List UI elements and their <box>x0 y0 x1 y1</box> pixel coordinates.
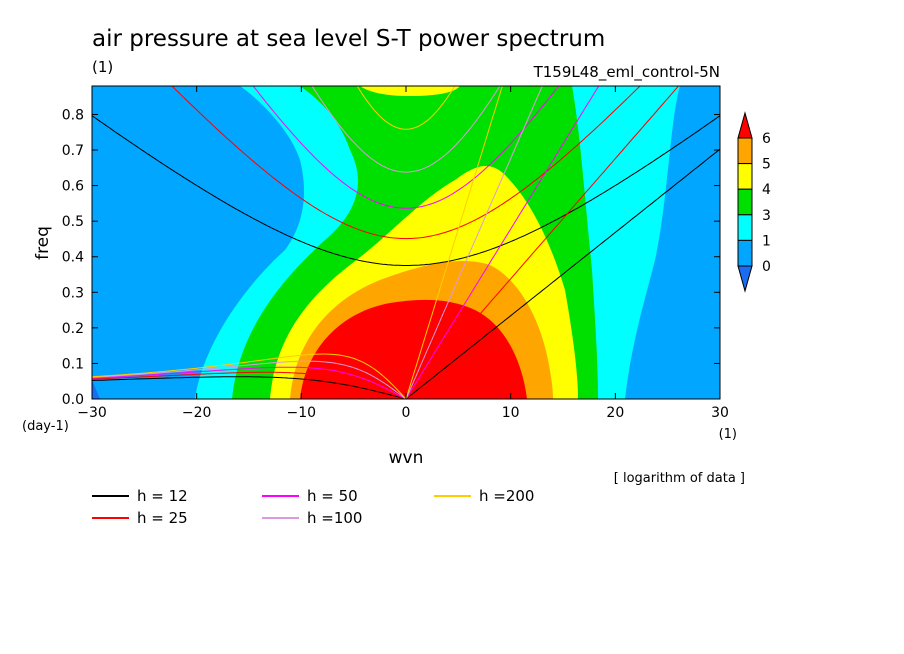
x-tick-label: 10 <box>502 405 520 421</box>
axis-ticks: −30 −20 −10 0 10 20 30 0.0 0.1 0.2 0.3 0.4 0.5 0.6 0.7… <box>62 86 729 421</box>
colorbar-swatch <box>737 214 753 241</box>
log-note: [ logarithm of data ] <box>614 471 745 486</box>
x-tick-label: −30 <box>77 405 107 421</box>
legend-label: h = 25 <box>137 509 188 527</box>
x-tick-label: −10 <box>287 405 317 421</box>
chart-title: air pressure at sea level S-T power spec… <box>92 26 605 52</box>
y-tick-label: 0.2 <box>62 321 84 337</box>
legend-label: h = 50 <box>307 487 358 505</box>
x-tick-label: 0 <box>402 405 411 421</box>
level-4-top-cap <box>360 86 460 96</box>
y-tick-label: 0.5 <box>62 214 84 230</box>
rossby-curve <box>92 366 407 399</box>
y-axis-label: freq <box>33 226 53 260</box>
contour-field <box>92 86 720 399</box>
colorbar-label: 1 <box>762 233 771 249</box>
inertia-gravity-curve <box>311 86 501 173</box>
y-tick-label: 0.6 <box>62 179 84 195</box>
kelvin-curve <box>405 86 680 399</box>
y-tick-label: 0.8 <box>62 107 84 123</box>
colorbar-swatch <box>737 188 753 216</box>
rossby-curve <box>92 353 407 399</box>
inertia-gravity-curve <box>171 86 641 240</box>
legend-label: h = 12 <box>137 487 188 505</box>
y-unit-label: (day-1) <box>22 419 69 434</box>
inertia-gravity-curve <box>92 115 720 266</box>
dispersion-curves <box>92 86 720 399</box>
x-tick-label: 30 <box>711 405 729 421</box>
legend-label: h =100 <box>307 509 362 527</box>
colorbar-label: 3 <box>762 208 771 224</box>
experiment-label: T159L48_eml_control-5N <box>533 63 720 82</box>
y-tick-label: 0.4 <box>62 250 84 266</box>
x-tick-label: 20 <box>606 405 624 421</box>
colorbar-swatch <box>737 239 753 267</box>
colorbar-label: 4 <box>762 182 771 198</box>
x-unit-label: (1) <box>719 427 737 442</box>
rossby-curve <box>92 371 407 399</box>
units-label: (1) <box>92 58 113 76</box>
colorbar-label: 0 <box>762 259 771 275</box>
y-tick-label: 0.3 <box>62 285 84 301</box>
y-tick-label: 0.1 <box>62 356 84 372</box>
rossby-curve <box>92 376 407 399</box>
colorbar-bottom-arrow <box>737 265 753 293</box>
kelvin-curve <box>405 86 503 399</box>
inertia-gravity-curve <box>356 86 456 130</box>
x-tick-label: −20 <box>182 405 212 421</box>
rossby-curve <box>92 360 407 399</box>
colorbar: 6 5 4 3 1 0 <box>737 111 771 293</box>
kelvin-curve <box>405 148 720 399</box>
kelvin-curve <box>405 86 600 399</box>
x-axis-label: wvn <box>389 448 424 468</box>
colorbar-label: 6 <box>762 131 771 147</box>
y-tick-label: 0.0 <box>62 392 84 408</box>
colorbar-swatch <box>737 163 753 190</box>
legend: h = 12 h = 25 h = 50 h =100 h =200 <box>92 487 534 527</box>
level-below-0-corner <box>92 380 100 399</box>
inertia-gravity-curve <box>252 86 560 209</box>
kelvin-curve <box>405 86 543 399</box>
colorbar-swatch <box>737 137 753 165</box>
colorbar-top-arrow <box>737 111 753 139</box>
colorbar-label: 5 <box>762 157 771 173</box>
legend-label: h =200 <box>479 487 534 505</box>
y-tick-label: 0.7 <box>62 143 84 159</box>
